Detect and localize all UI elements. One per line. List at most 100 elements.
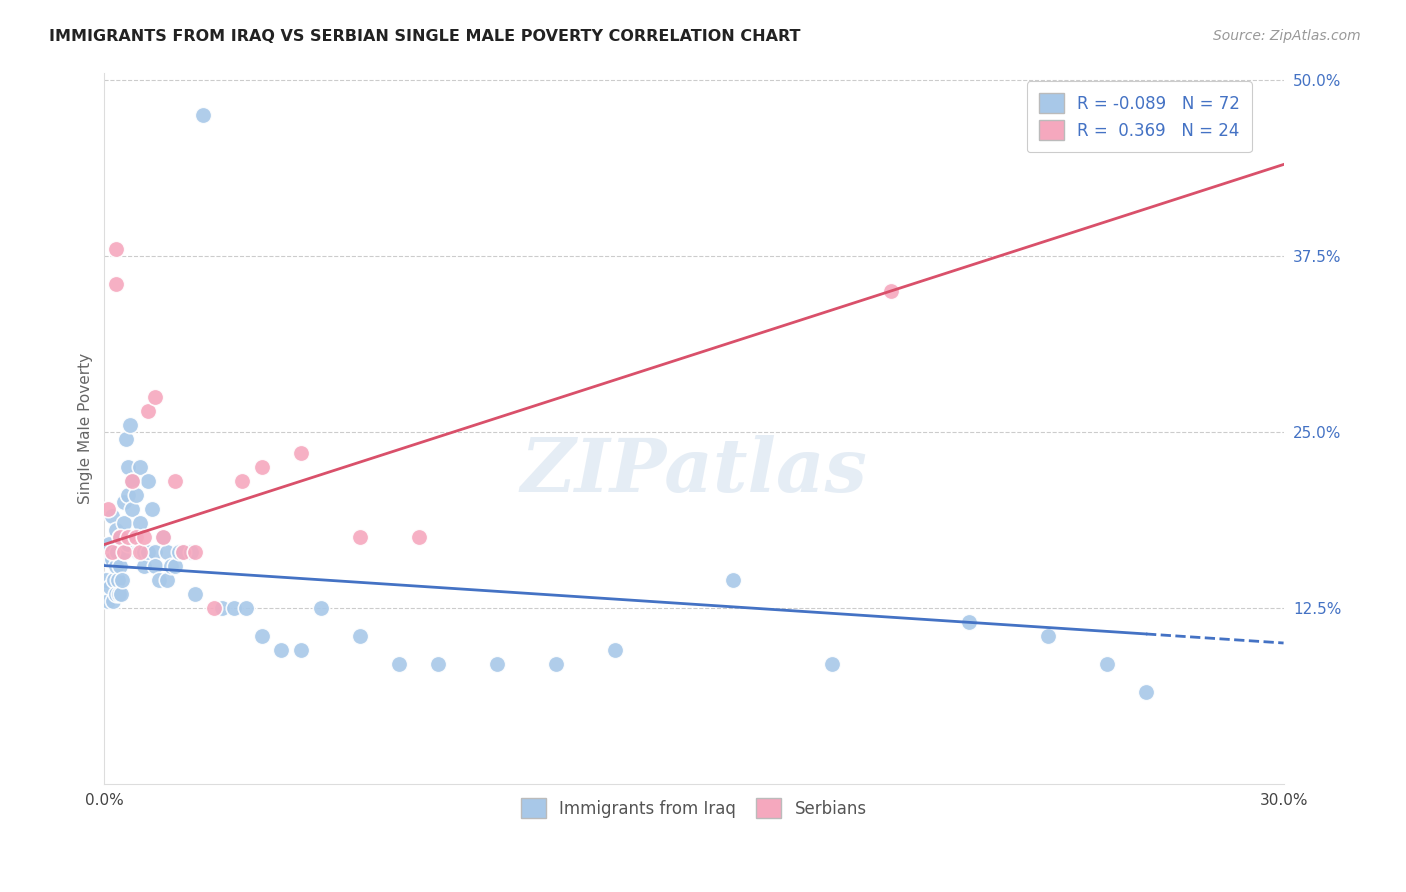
Point — [879, 284, 901, 298]
Point — [105, 277, 128, 291]
Point — [1036, 629, 1059, 643]
Point — [148, 573, 170, 587]
Point — [172, 544, 194, 558]
Legend: Immigrants from Iraq, Serbians: Immigrants from Iraq, Serbians — [515, 791, 873, 825]
Point — [349, 629, 371, 643]
Point — [103, 573, 125, 587]
Text: IMMIGRANTS FROM IRAQ VS SERBIAN SINGLE MALE POVERTY CORRELATION CHART: IMMIGRANTS FROM IRAQ VS SERBIAN SINGLE M… — [49, 29, 800, 44]
Text: Source: ZipAtlas.com: Source: ZipAtlas.com — [1213, 29, 1361, 43]
Point — [427, 657, 450, 672]
Point — [270, 643, 292, 657]
Point — [128, 516, 150, 531]
Point — [605, 643, 627, 657]
Point — [121, 474, 143, 488]
Point — [115, 432, 138, 446]
Point — [235, 600, 257, 615]
Point — [136, 544, 159, 558]
Point — [136, 474, 159, 488]
Point — [110, 587, 132, 601]
Point — [112, 516, 135, 531]
Point — [250, 460, 273, 475]
Point — [165, 558, 187, 573]
Point — [132, 544, 155, 558]
Point — [108, 558, 131, 573]
Point — [107, 573, 129, 587]
Point — [108, 531, 131, 545]
Point — [127, 544, 149, 558]
Point — [101, 544, 124, 558]
Point — [141, 502, 163, 516]
Text: ZIPatlas: ZIPatlas — [520, 434, 868, 508]
Point — [546, 657, 568, 672]
Point — [131, 544, 153, 558]
Point — [117, 537, 139, 551]
Point — [111, 573, 134, 587]
Point — [108, 531, 131, 545]
Point — [108, 587, 131, 601]
Point — [105, 524, 128, 538]
Point — [222, 600, 245, 615]
Point — [105, 587, 128, 601]
Point — [167, 544, 190, 558]
Point — [97, 502, 120, 516]
Point — [98, 537, 121, 551]
Point — [145, 390, 167, 404]
Point — [125, 488, 148, 502]
Point — [97, 551, 120, 566]
Point — [184, 587, 207, 601]
Point — [388, 657, 411, 672]
Point — [101, 551, 124, 566]
Point — [121, 474, 143, 488]
Point — [152, 531, 174, 545]
Point — [105, 558, 128, 573]
Y-axis label: Single Male Poverty: Single Male Poverty — [79, 353, 93, 504]
Point — [250, 629, 273, 643]
Point — [1095, 657, 1118, 672]
Point — [820, 657, 842, 672]
Point — [486, 657, 509, 672]
Point — [117, 488, 139, 502]
Point — [125, 531, 148, 545]
Point — [101, 509, 124, 524]
Point — [231, 474, 253, 488]
Point — [117, 460, 139, 475]
Point — [1135, 685, 1157, 699]
Point — [105, 242, 128, 256]
Point — [121, 502, 143, 516]
Point — [180, 544, 202, 558]
Point — [172, 544, 194, 558]
Point — [122, 531, 145, 545]
Point — [211, 600, 233, 615]
Point — [145, 544, 167, 558]
Point — [165, 474, 187, 488]
Point — [156, 544, 179, 558]
Point — [97, 594, 120, 608]
Point — [132, 558, 155, 573]
Point — [118, 417, 141, 432]
Point — [160, 558, 183, 573]
Point — [152, 531, 174, 545]
Point — [408, 531, 430, 545]
Point — [191, 108, 214, 122]
Point — [957, 615, 980, 629]
Point — [128, 460, 150, 475]
Point — [184, 544, 207, 558]
Point — [145, 558, 167, 573]
Point — [112, 495, 135, 509]
Point — [105, 544, 128, 558]
Point — [290, 643, 312, 657]
Point — [136, 403, 159, 417]
Point — [309, 600, 332, 615]
Point — [112, 544, 135, 558]
Point — [132, 531, 155, 545]
Point — [290, 446, 312, 460]
Point — [112, 544, 135, 558]
Point — [117, 531, 139, 545]
Point — [98, 580, 121, 594]
Point — [349, 531, 371, 545]
Point — [101, 594, 124, 608]
Point — [204, 600, 226, 615]
Point — [96, 573, 118, 587]
Point — [723, 573, 745, 587]
Point — [156, 573, 179, 587]
